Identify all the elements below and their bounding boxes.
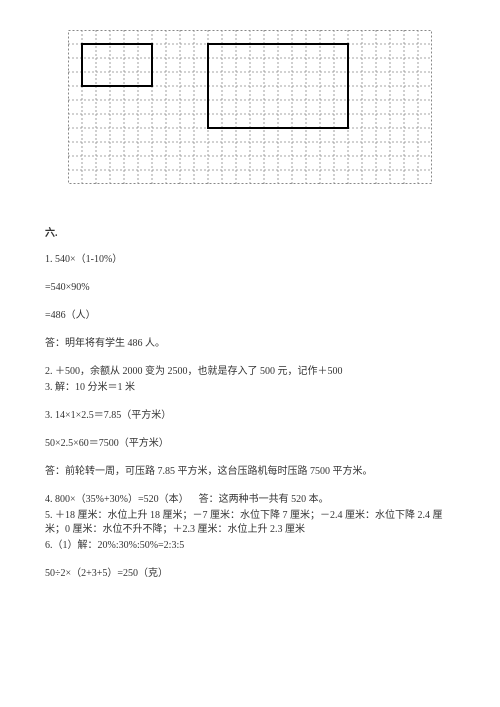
answer-line: 50×2.5×60＝7500（平方米） xyxy=(45,437,455,451)
answer-line: 3. 14×1×2.5＝7.85（平方米） xyxy=(45,409,455,423)
grid-figure xyxy=(45,30,455,184)
answer-lines: 1. 540×（1-10%） =540×90% =486（人） 答：明年将有学生 48… xyxy=(45,253,455,581)
answer-line: 答：前轮转一周，可压路 7.85 平方米，这台压路机每时压路 7500 平方米。 xyxy=(45,465,455,479)
answer-line: 3. 解：10 分米＝1 米 xyxy=(45,381,455,395)
answer-line: 50÷2×（2+3+5）=250（克） xyxy=(45,567,455,581)
answer-line: 1. 540×（1-10%） xyxy=(45,253,455,267)
grid-svg xyxy=(68,30,432,184)
answer-line: 5. ＋18 厘米：水位上升 18 厘米；－7 厘米：水位下降 7 厘米；－2.… xyxy=(45,509,455,537)
answer-line: 4. 800×（35%+30%）=520（本） 答：这两种书一共有 520 本。 xyxy=(45,493,455,507)
answer-line: =486（人） xyxy=(45,309,455,323)
answer-line: 答：明年将有学生 486 人。 xyxy=(45,337,455,351)
answer-line: =540×90% xyxy=(45,281,455,295)
section-heading: 六. xyxy=(45,224,455,239)
answer-line: 6.（1）解：20%:30%:50%=2:3:5 xyxy=(45,539,455,553)
answer-line: 2. ＋500，余额从 2000 变为 2500，也就是存入了 500 元，记作… xyxy=(45,365,455,379)
